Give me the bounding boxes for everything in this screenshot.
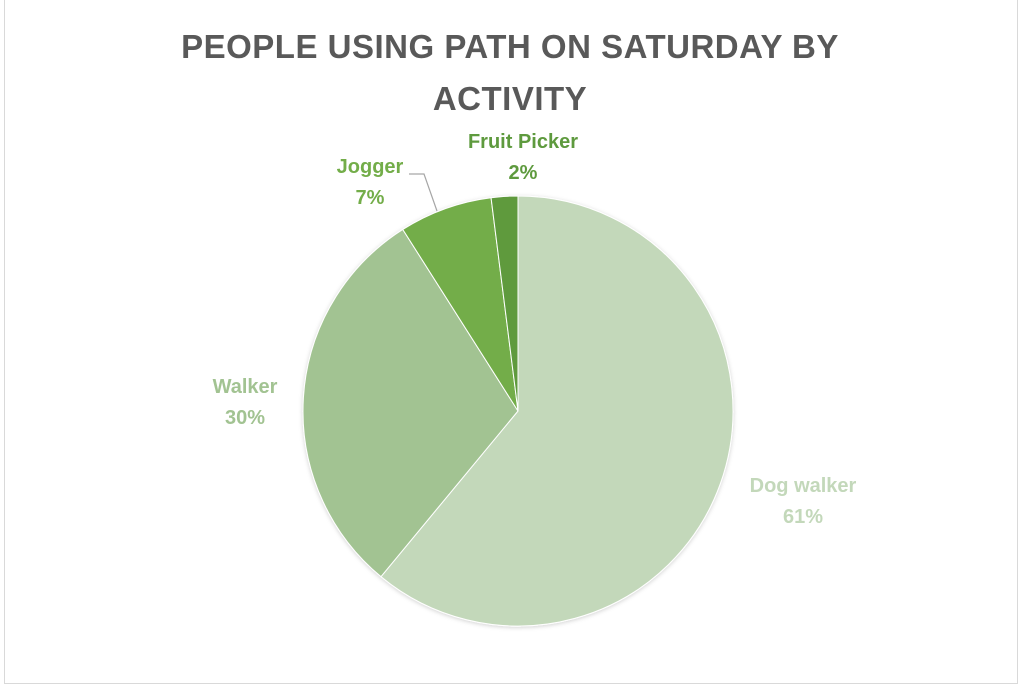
chart-title-line-2: ACTIVITY <box>432 80 588 117</box>
pie-slice-walker <box>302 228 519 578</box>
slice-percent-walker: 30% <box>225 407 265 429</box>
slice-percent-jogger: 7% <box>356 187 385 209</box>
slice-label-fruit-picker: Fruit Picker <box>468 131 578 153</box>
slice-percent-dog-walker: 61% <box>783 506 823 528</box>
slice-label-dog-walker: Dog walker <box>750 475 857 497</box>
slice-label-walker: Walker <box>213 376 278 398</box>
pie-slice-dog-walker <box>380 195 734 627</box>
slice-label-jogger: Jogger <box>337 156 404 178</box>
pie-slice-fruit-picker <box>490 195 519 412</box>
chart-title-line-1: PEOPLE USING PATH ON SATURDAY BY <box>181 28 839 65</box>
slice-percent-fruit-picker: 2% <box>509 162 538 184</box>
leader-line-jogger <box>409 173 438 212</box>
